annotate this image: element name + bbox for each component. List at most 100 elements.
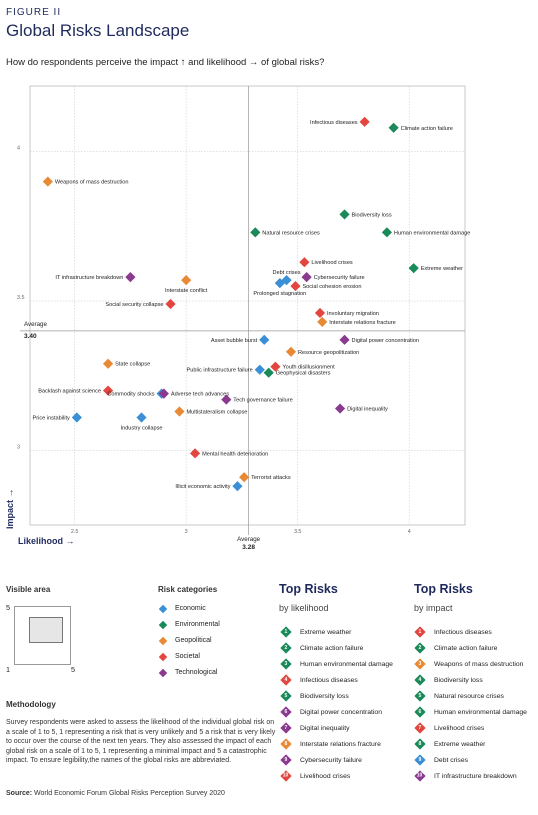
point-industry-collapse xyxy=(136,412,147,423)
top-risk-label: Natural resource crises xyxy=(434,692,504,700)
rank-badge: 9 xyxy=(414,754,426,766)
label-terrorist-attacks: Terrorist attacks xyxy=(251,475,291,481)
label-commodity-shocks: Commodity shocks xyxy=(107,392,154,398)
legend-label: Economic xyxy=(175,605,206,612)
legend-label: Technological xyxy=(175,669,218,676)
legend-swatch-societal xyxy=(158,652,168,661)
top-risk-item: 7 Digital inequality xyxy=(280,720,393,736)
label-geophysical-disasters: Geophysical disasters xyxy=(276,371,331,377)
rank-number: 10 xyxy=(417,772,423,779)
rank-number: 7 xyxy=(418,724,422,731)
label-backlash-against-science: Backlash against science xyxy=(38,389,101,395)
rank-badge: 8 xyxy=(280,738,292,750)
rank-number: 2 xyxy=(284,644,288,651)
rank-badge: 5 xyxy=(414,690,426,702)
point-climate-action-failure xyxy=(388,122,399,133)
average-x-value: 3.28 xyxy=(242,544,255,551)
label-illicit-economic-activity: Illicit economic activity xyxy=(175,484,230,490)
source-label: Source: xyxy=(6,790,33,797)
average-y-value: 3.40 xyxy=(24,333,37,340)
label-weapons-of-mass-destruction: Weapons of mass destruction xyxy=(55,180,129,186)
label-digital-power-concentration: Digital power concentration xyxy=(352,338,419,344)
average-y-label: Average xyxy=(24,321,47,328)
point-social-security-collapse xyxy=(165,298,176,310)
top-risk-label: Livelihood crises xyxy=(300,772,351,780)
legend-item-technological: Technological xyxy=(158,668,218,677)
top-likelihood-title: Top Risks xyxy=(279,582,338,596)
rank-number: 8 xyxy=(418,740,422,747)
top-risk-label: Biodiversity loss xyxy=(300,692,349,700)
rank-number: 5 xyxy=(284,692,288,699)
point-interstate-conflict xyxy=(181,275,192,286)
label-prolonged-stagnation: Prolonged stagnation xyxy=(253,291,306,297)
visible-area-title: Visible area xyxy=(6,585,51,594)
top-risk-item: 7 Livelihood crises xyxy=(414,720,527,736)
chart-question: How do respondents perceive the impact ↑… xyxy=(6,57,325,68)
top-risk-item: 4 Biodiversity loss xyxy=(414,672,527,688)
rank-number: 5 xyxy=(418,692,422,699)
top-risk-item: 9 Debt crises xyxy=(414,752,527,768)
label-industry-collapse: Industry collapse xyxy=(121,425,163,431)
label-state-collapse: State collapse xyxy=(115,362,150,368)
top-risk-label: Human environmental damage xyxy=(434,708,527,716)
label-extreme-weather: Extreme weather xyxy=(421,266,463,272)
top-risk-item: 10 IT infrastructure breakdown xyxy=(414,768,527,784)
methodology-title: Methodology xyxy=(6,700,56,709)
top-risk-item: 2 Climate action failure xyxy=(280,640,393,656)
y-axis-title: Impact → xyxy=(5,488,15,529)
top-risk-label: Climate action failure xyxy=(300,644,364,652)
point-biodiversity-loss xyxy=(339,209,350,220)
point-digital-inequality xyxy=(334,403,346,414)
label-multistateralism-collapse: Multistateralism collapse xyxy=(186,410,247,416)
point-livelihood-crises xyxy=(299,257,310,268)
rank-badge: 8 xyxy=(414,738,426,750)
top-impact-list: 1 Infectious diseases 2 Climate action fail… xyxy=(414,624,527,784)
point-public-infrastructure-failure xyxy=(254,364,265,375)
top-risk-item: 2 Climate action failure xyxy=(414,640,527,656)
top-impact-subtitle: by impact xyxy=(414,603,453,613)
risk-scatter-chart: 2.5 3 3.5 433.54Average3.28Average3.40Likel… xyxy=(5,85,470,551)
plot-frame xyxy=(29,85,466,526)
point-social-cohesion-erosion xyxy=(290,280,301,292)
source-text: World Economic Forum Global Risks Percep… xyxy=(34,790,225,797)
label-interstate-relations-fracture: Interstate relations fracture xyxy=(329,320,396,326)
point-tech-governance-failure xyxy=(221,394,232,405)
point-illicit-economic-activity xyxy=(232,481,243,492)
point-digital-power-concentration xyxy=(339,334,350,345)
rank-badge: 6 xyxy=(280,706,292,718)
top-risk-item: 9 Cybersecurity failure xyxy=(280,752,393,768)
legend-label: Geopolitical xyxy=(175,637,212,644)
top-risk-label: Digital inequality xyxy=(300,724,350,732)
rank-badge: 2 xyxy=(280,642,292,654)
point-price-instability xyxy=(71,412,82,423)
y-tick-label: 3 xyxy=(17,444,20,450)
point-cybersecurity-failure xyxy=(301,272,312,283)
rank-badge: 7 xyxy=(414,722,426,734)
top-likelihood-list: 1 Extreme weather 2 Climate action failure 3… xyxy=(280,624,393,784)
rank-badge: 10 xyxy=(414,770,426,782)
point-infectious-diseases xyxy=(359,116,370,127)
rank-number: 3 xyxy=(418,660,422,667)
top-risk-item: 8 Extreme weather xyxy=(414,736,527,752)
rank-number: 8 xyxy=(284,740,288,747)
risk-categories-title: Risk categories xyxy=(158,585,218,594)
top-risk-label: Climate action failure xyxy=(434,644,498,652)
top-risk-label: Infectious diseases xyxy=(300,676,358,684)
rank-number: 4 xyxy=(284,676,288,683)
rank-number: 4 xyxy=(418,676,422,683)
label-climate-action-failure: Climate action failure xyxy=(401,126,453,132)
point-adverse-tech-advances xyxy=(158,388,169,399)
top-risk-item: 4 Infectious diseases xyxy=(280,672,393,688)
rank-badge: 10 xyxy=(280,770,292,782)
label-cybersecurity-failure: Cybersecurity failure xyxy=(314,275,365,281)
rank-number: 2 xyxy=(418,644,422,651)
point-prolonged-stagnation xyxy=(274,278,285,289)
point-human-environmental-damage xyxy=(381,227,393,238)
top-risk-label: IT infrastructure breakdown xyxy=(434,772,517,780)
label-debt-crises: Debt crises xyxy=(273,270,301,276)
top-risk-label: Debt crises xyxy=(434,756,468,764)
point-involuntary-migration xyxy=(314,307,326,319)
top-risk-item: 8 Interstate relations fracture xyxy=(280,736,393,752)
top-risk-item: 6 Digital power concentration xyxy=(280,704,393,720)
label-involuntary-migration: Involuntary migration xyxy=(327,311,379,317)
